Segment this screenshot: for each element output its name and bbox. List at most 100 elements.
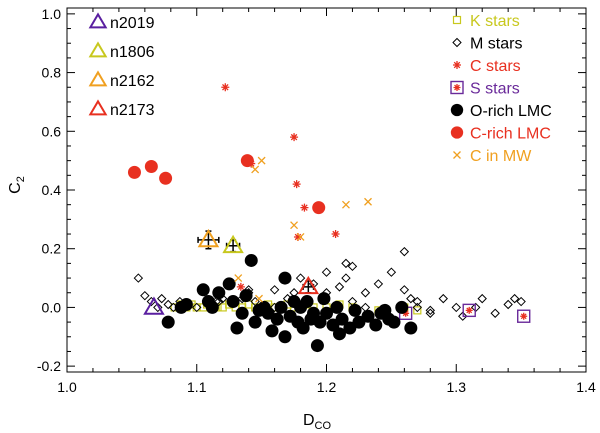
data-point xyxy=(153,302,163,313)
legend-label: K stars xyxy=(470,13,520,30)
data-point xyxy=(255,294,263,303)
data-point xyxy=(295,273,306,283)
legend-entry-m-stars: M stars xyxy=(452,36,522,53)
data-point xyxy=(222,277,236,291)
data-point xyxy=(317,292,331,306)
data-point xyxy=(214,296,224,307)
y-axis-label-main: C xyxy=(7,182,24,194)
data-point xyxy=(251,165,260,174)
data-point xyxy=(477,293,487,304)
legend-marker xyxy=(88,99,108,116)
data-point xyxy=(159,171,173,185)
series-n2019 xyxy=(143,296,165,315)
legend-label: n2173 xyxy=(110,102,155,119)
legend-entry-n2019: n2019 xyxy=(88,12,155,32)
y-axis-label-sub: 2 xyxy=(15,176,27,182)
data-point xyxy=(163,299,173,310)
data-point xyxy=(364,197,372,206)
data-point xyxy=(406,293,416,304)
legend-entry-n2173: n2173 xyxy=(88,99,155,119)
data-point xyxy=(341,258,351,269)
data-point xyxy=(161,315,175,329)
legend-entry-n1806: n1806 xyxy=(88,41,155,61)
data-point xyxy=(490,308,500,318)
y-tick-label: 0.6 xyxy=(42,123,62,139)
data-point xyxy=(516,296,526,307)
data-point xyxy=(244,253,258,267)
y-tick-label: 1.0 xyxy=(42,6,62,22)
legend-marker xyxy=(450,103,464,117)
legend-entry-c-in-mw: C in MW xyxy=(453,148,532,165)
data-point xyxy=(296,321,310,335)
data-point xyxy=(222,234,244,254)
data-point xyxy=(399,246,410,257)
data-point xyxy=(369,318,383,332)
data-point xyxy=(140,290,150,301)
data-point xyxy=(386,267,397,277)
data-point xyxy=(278,330,292,344)
data-point xyxy=(425,305,436,316)
data-point xyxy=(462,303,476,318)
legend-marker xyxy=(88,41,108,58)
data-point xyxy=(503,299,513,310)
data-point xyxy=(274,300,288,314)
data-point xyxy=(361,309,375,323)
data-point xyxy=(269,285,280,295)
data-point xyxy=(230,321,244,335)
series-c-stars xyxy=(221,83,340,291)
data-point xyxy=(321,267,332,277)
data-point xyxy=(438,293,448,304)
data-point xyxy=(144,160,158,174)
data-point xyxy=(517,309,531,323)
y-tick-label: 0.2 xyxy=(42,241,62,257)
legend-label: M stars xyxy=(470,36,522,53)
legend-label: C in MW xyxy=(470,148,532,165)
data-point xyxy=(404,321,418,335)
legend-entry-s-stars: S stars xyxy=(450,80,520,98)
legend-entry-n2162: n2162 xyxy=(88,70,155,90)
legend-label: C-rich LMC xyxy=(470,126,551,143)
data-point xyxy=(239,289,253,303)
legend-marker xyxy=(453,151,461,159)
legend-marker xyxy=(88,70,108,87)
data-marks xyxy=(127,83,531,353)
data-point xyxy=(331,230,340,239)
data-point xyxy=(334,282,345,292)
x-tick-label: 1.4 xyxy=(576,379,596,395)
data-point xyxy=(332,327,346,341)
legend-label: n2162 xyxy=(110,73,155,90)
data-point xyxy=(196,283,210,297)
data-point xyxy=(197,228,220,248)
legend-label: n2019 xyxy=(110,15,155,32)
data-point xyxy=(221,83,230,92)
data-point xyxy=(248,315,262,329)
x-axis-label-sub: CO xyxy=(315,420,332,432)
legend: n2019 n1806 n2162 n2173 K stars M stars C star… xyxy=(88,12,552,165)
plot-frame xyxy=(66,7,587,373)
legend-label: C stars xyxy=(470,58,521,75)
legend-entry-k-stars: K stars xyxy=(452,13,520,30)
data-point xyxy=(451,302,461,313)
data-point xyxy=(341,273,351,283)
axis-ticks: 1.0 1.1 1.2 1.3 1.4 -0.2 0.0 0.2 0.4 0.6 0.8 1.0 xyxy=(37,6,596,395)
data-point xyxy=(179,297,193,311)
legend-entry-c-rich-lmc: C-rich LMC xyxy=(450,126,551,143)
legend-marker xyxy=(450,80,464,95)
data-point xyxy=(342,200,350,209)
series-n1806 xyxy=(222,234,244,254)
y-tick-label: 0.0 xyxy=(42,299,62,315)
data-point xyxy=(157,293,167,304)
data-point xyxy=(335,312,349,326)
data-point xyxy=(192,302,202,313)
data-point xyxy=(290,221,299,230)
legend-entry-o-rich-lmc: O-rich LMC xyxy=(450,103,552,120)
data-point xyxy=(378,303,392,317)
data-point xyxy=(296,233,305,241)
legend-marker xyxy=(452,15,462,25)
legend-label: S stars xyxy=(470,81,520,98)
data-point xyxy=(348,303,362,317)
y-axis-label: C2 xyxy=(7,176,27,194)
data-point xyxy=(127,165,141,179)
x-axis-label: DCO xyxy=(303,412,332,432)
